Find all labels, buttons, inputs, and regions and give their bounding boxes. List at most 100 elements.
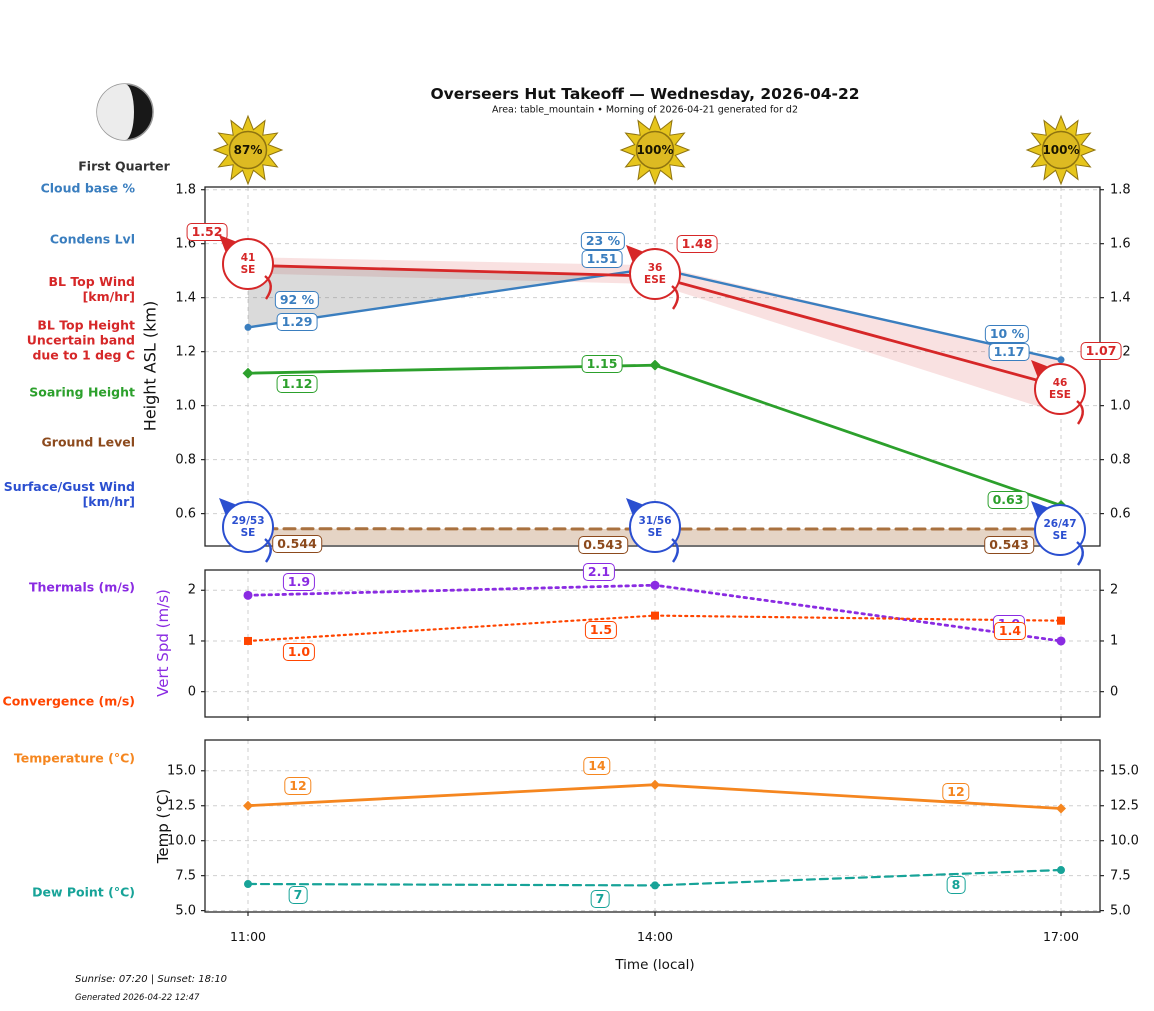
legend-label-dew: Dew Point (°C) bbox=[32, 884, 135, 900]
value-label: 1.17 bbox=[988, 343, 1030, 361]
page-subtitle: Area: table_mountain • Morning of 2026-0… bbox=[492, 104, 798, 116]
sun-icon: 87% bbox=[212, 114, 284, 186]
wind-badge: 26/47 SE bbox=[1031, 501, 1086, 566]
y-tick-label: 15.0 bbox=[167, 763, 196, 779]
value-label: 0.63 bbox=[987, 491, 1029, 509]
wind-speed-label: 46 bbox=[1052, 377, 1068, 389]
sun-icon: 100% bbox=[619, 114, 691, 186]
y-tick-label: 10.0 bbox=[167, 833, 196, 849]
legend-label-surface: Surface/Gust Wind [km/hr] bbox=[3, 479, 135, 509]
y-tick-label: 1.2 bbox=[175, 344, 196, 360]
moon-icon bbox=[93, 80, 157, 148]
wind-badge: 31/56 SE bbox=[626, 498, 681, 563]
y-tick-label-right: 2 bbox=[1110, 582, 1119, 598]
value-label: 7 bbox=[590, 890, 610, 908]
sun-percent-label: 100% bbox=[636, 143, 674, 157]
y-tick-label: 0.6 bbox=[175, 506, 196, 522]
sun-percent-label: 87% bbox=[233, 143, 263, 157]
value-label: 14 bbox=[583, 757, 611, 775]
wind-speed-label: 26/47 bbox=[1043, 518, 1077, 530]
y-tick-label: 5.0 bbox=[175, 903, 196, 919]
sunrise-sunset-note: Sunrise: 07:20 | Sunset: 18:10 bbox=[75, 974, 228, 985]
legend-label-temperature: Temperature (°C) bbox=[13, 750, 135, 766]
value-label: 8 bbox=[946, 876, 966, 894]
wind-badge: 29/53 SE bbox=[219, 498, 274, 563]
y-tick-label-right: 1.6 bbox=[1110, 236, 1131, 252]
legend-label-convergence: Convergence (m/s) bbox=[2, 693, 135, 709]
wind-dir-label: SE bbox=[1052, 530, 1068, 542]
y-tick-label-right: 1.4 bbox=[1110, 290, 1131, 306]
y-tick-label: 7.5 bbox=[175, 868, 196, 884]
y-tick-label: 1.8 bbox=[175, 182, 196, 198]
y-tick-label-right: 0 bbox=[1110, 684, 1119, 700]
wind-dir-label: SE bbox=[240, 527, 256, 539]
y-tick-label: 1.0 bbox=[175, 398, 196, 414]
value-label: 1.29 bbox=[276, 313, 318, 331]
y-tick-label: 0 bbox=[187, 684, 196, 700]
wind-dir-label: SE bbox=[240, 264, 256, 276]
y-tick-label-right: 7.5 bbox=[1110, 868, 1131, 884]
wind-badge: 46 ESE bbox=[1031, 360, 1086, 425]
value-label: 1.07 bbox=[1080, 342, 1122, 360]
value-label: 1.48 bbox=[676, 235, 718, 253]
y-tick-label: 1 bbox=[187, 633, 196, 649]
value-label: 0.543 bbox=[578, 536, 628, 554]
value-label: 0.544 bbox=[272, 535, 322, 553]
value-label: 10 % bbox=[984, 325, 1030, 343]
value-label: 1.0 bbox=[282, 643, 316, 661]
legend-label-soaring: Soaring Height bbox=[29, 384, 135, 400]
legend-label-condens: Cloud base % bbox=[40, 180, 135, 196]
sun-percent-label: 100% bbox=[1042, 143, 1080, 157]
value-label: 1.4 bbox=[993, 622, 1027, 640]
sun-icon: 100% bbox=[1025, 114, 1097, 186]
wind-dir-label: ESE bbox=[1049, 389, 1071, 401]
y-tick-label: 2 bbox=[187, 582, 196, 598]
y-tick-label-right: 10.0 bbox=[1110, 833, 1139, 849]
legend-label-condens: Condens Lvl bbox=[49, 231, 135, 247]
value-label: 12 bbox=[284, 777, 312, 795]
x-tick-label: 17:00 bbox=[1042, 929, 1080, 944]
y-tick-label: 1.4 bbox=[175, 290, 196, 306]
y-tick-label-right: 0.8 bbox=[1110, 452, 1131, 468]
wind-dir-label: ESE bbox=[644, 274, 666, 286]
y-tick-label-right: 1.8 bbox=[1110, 182, 1131, 198]
x-tick-label: 11:00 bbox=[229, 929, 267, 944]
y-tick-label-right: 1 bbox=[1110, 633, 1119, 649]
value-label: 12 bbox=[942, 783, 970, 801]
moon-phase-label: First Quarter bbox=[78, 158, 170, 174]
legend-label-ground: Ground Level bbox=[41, 434, 135, 450]
generated-note: Generated 2026-04-22 12:47 bbox=[75, 993, 200, 1003]
vertspd-axis-label: Vert Spd (m/s) bbox=[154, 589, 172, 697]
x-tick-label: 14:00 bbox=[636, 929, 674, 944]
legend-label-thermals: Thermals (m/s) bbox=[28, 579, 135, 595]
y-tick-label: 12.5 bbox=[167, 798, 196, 814]
y-tick-label-right: 15.0 bbox=[1110, 763, 1139, 779]
y-tick-label: 0.8 bbox=[175, 452, 196, 468]
value-label: 23 % bbox=[580, 232, 626, 250]
xaxis-label: Time (local) bbox=[615, 957, 695, 973]
value-label: 7 bbox=[288, 886, 308, 904]
value-label: 1.15 bbox=[581, 355, 623, 373]
wind-speed-label: 41 bbox=[240, 252, 256, 264]
value-label: 1.12 bbox=[276, 375, 318, 393]
value-label: 1.51 bbox=[581, 250, 623, 268]
wind-badge: 36 ESE bbox=[626, 245, 681, 310]
page-title: Overseers Hut Takeoff — Wednesday, 2026-… bbox=[430, 85, 860, 103]
wind-badge: 41 SE bbox=[219, 235, 274, 300]
y-tick-label-right: 5.0 bbox=[1110, 903, 1131, 919]
wind-speed-label: 31/56 bbox=[638, 515, 672, 527]
wind-speed-label: 36 bbox=[647, 262, 663, 274]
legend-label-bltop: BL Top Wind [km/hr] bbox=[48, 274, 135, 304]
wind-dir-label: SE bbox=[647, 527, 663, 539]
value-label: 1.9 bbox=[282, 573, 316, 591]
wind-speed-label: 29/53 bbox=[231, 515, 265, 527]
value-label: 2.1 bbox=[582, 563, 616, 581]
y-tick-label-right: 12.5 bbox=[1110, 798, 1139, 814]
value-label: 0.543 bbox=[984, 536, 1034, 554]
y-tick-label-right: 0.6 bbox=[1110, 506, 1131, 522]
value-label: 92 % bbox=[274, 291, 320, 309]
legend-label-bltop: BL Top Height Uncertain band due to 1 de… bbox=[26, 317, 135, 363]
value-label: 1.5 bbox=[584, 621, 618, 639]
